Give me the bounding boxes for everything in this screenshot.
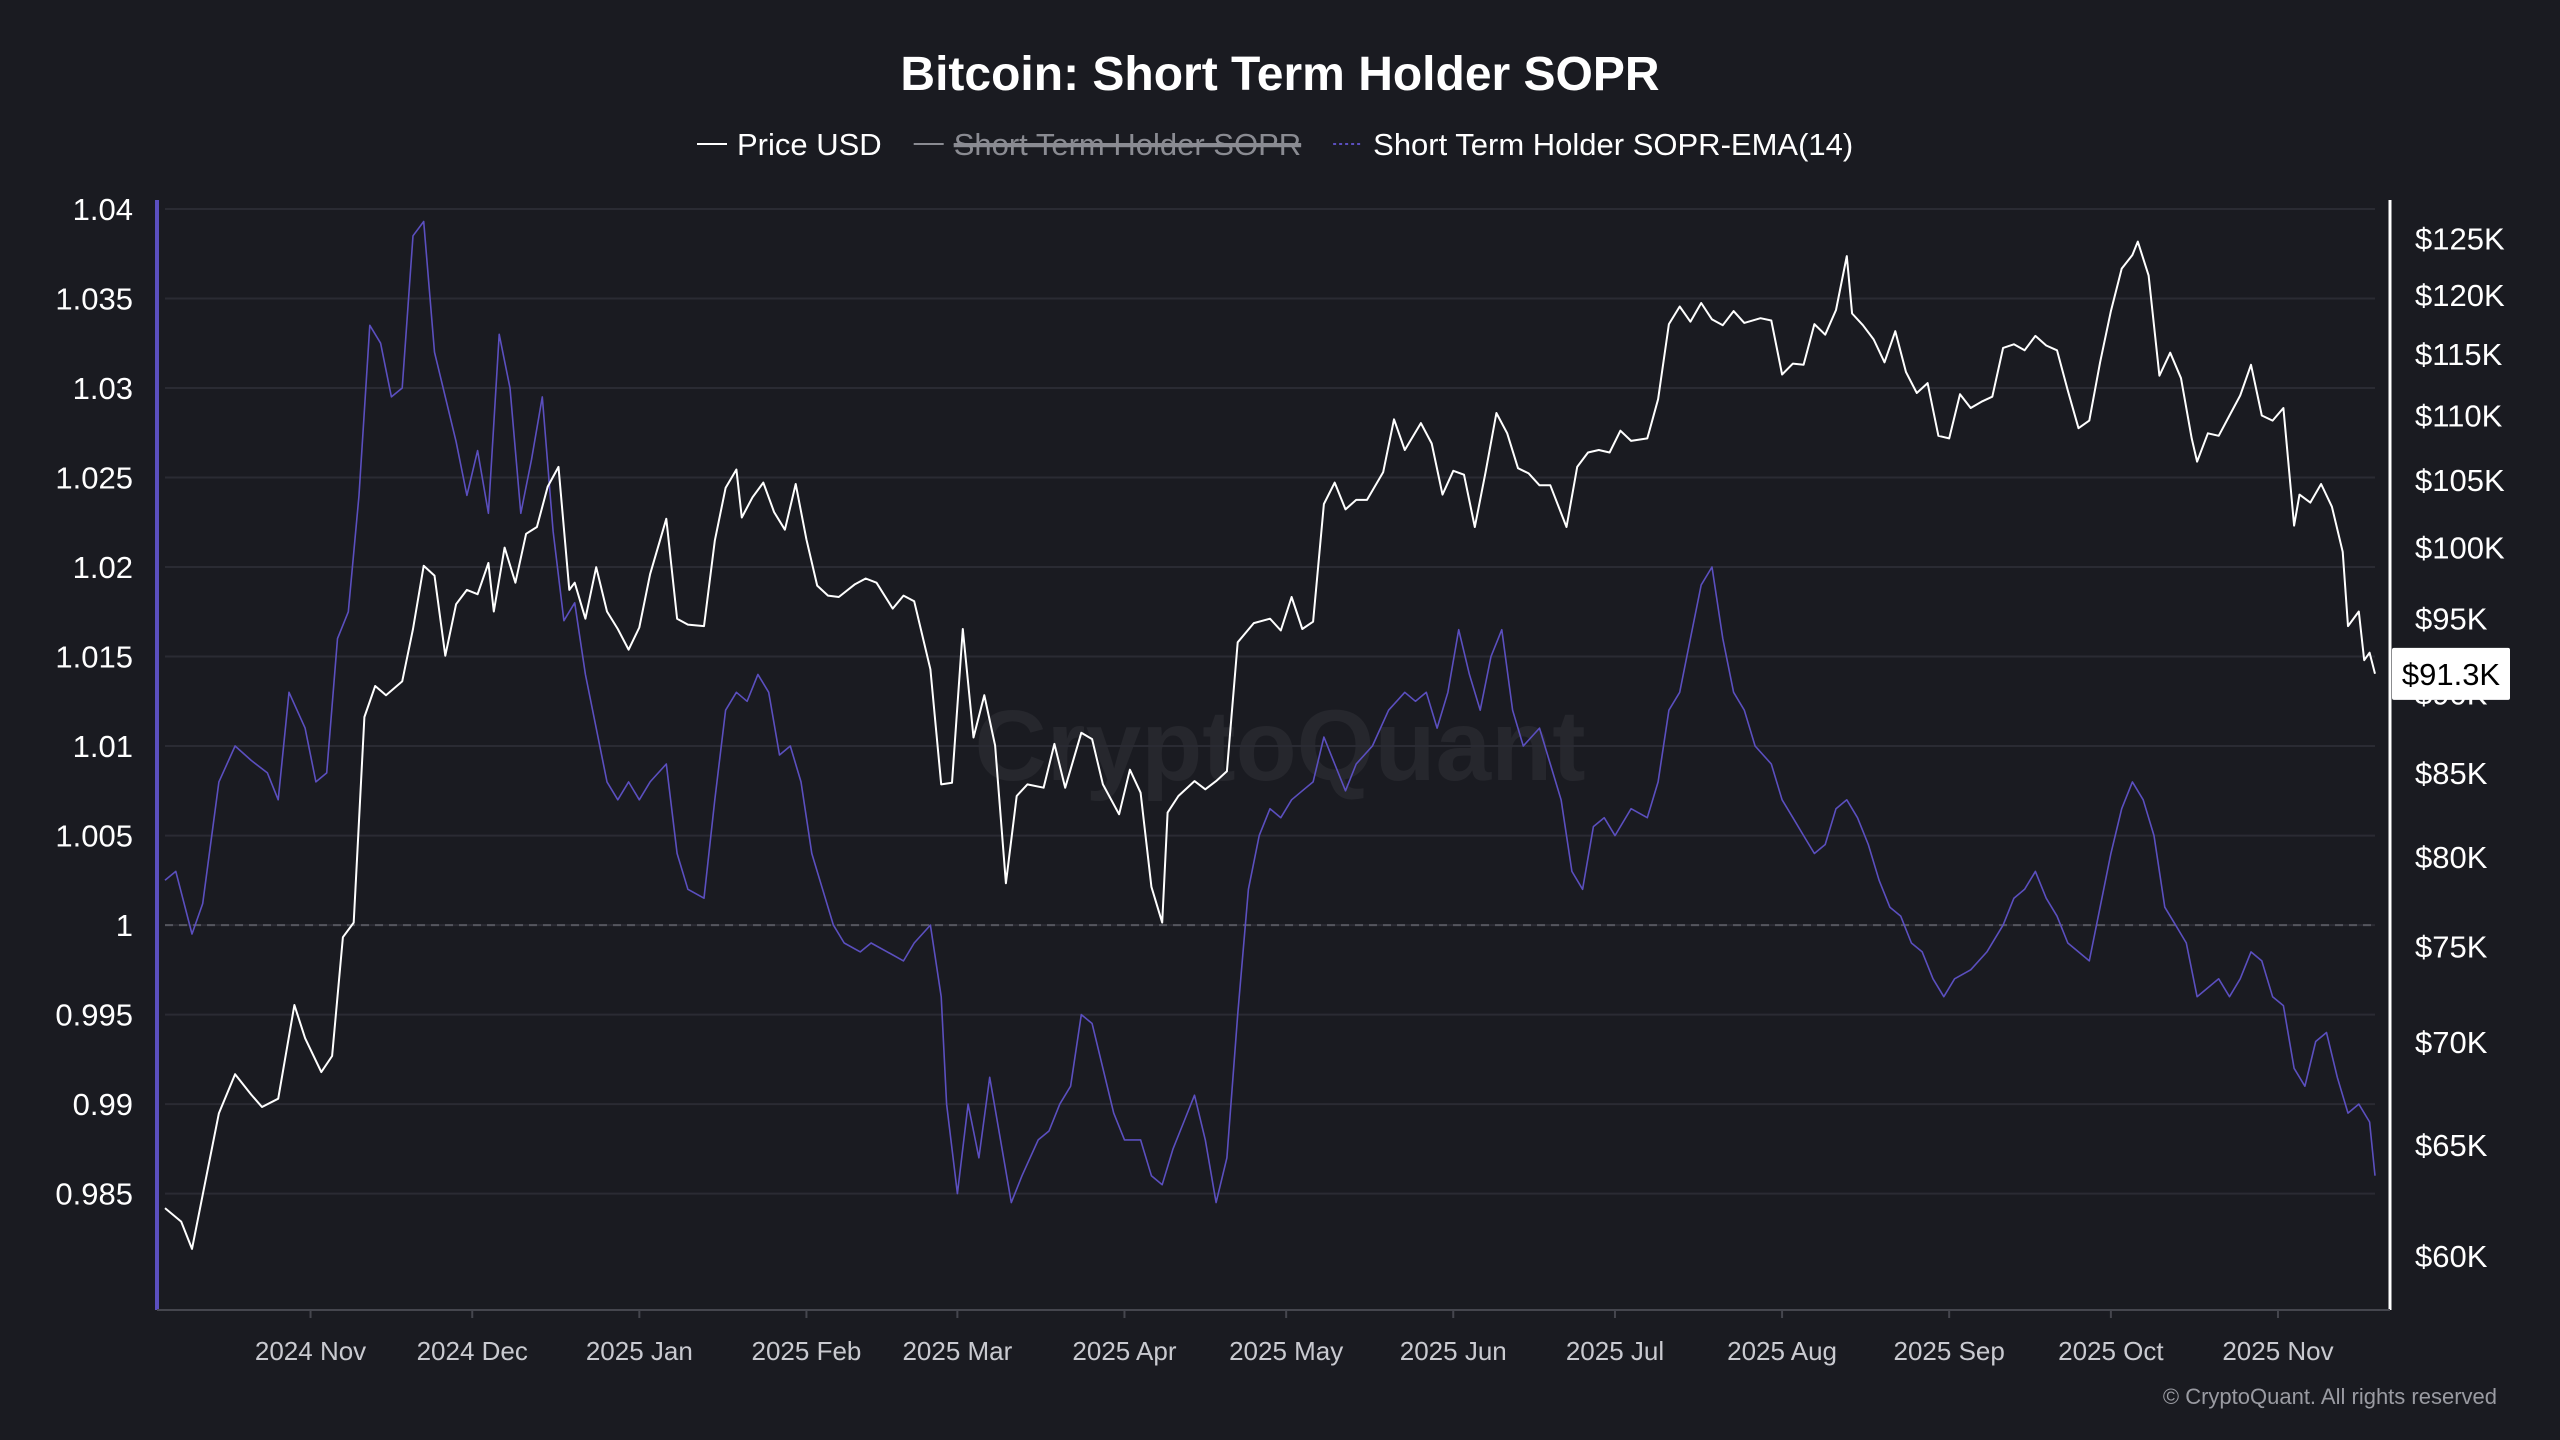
left-tick-label: 1.01 xyxy=(73,729,133,764)
x-tick-label: 2025 Oct xyxy=(2058,1336,2164,1366)
left-tick-label: 1.025 xyxy=(55,461,133,496)
right-tick-label: $80K xyxy=(2415,840,2488,875)
legend-label: Short Term Holder SOPR-EMA(14) xyxy=(1373,127,1853,162)
legend-item-2[interactable]: Short Term Holder SOPR-EMA(14) xyxy=(1333,127,1853,162)
x-tick-label: 2025 Sep xyxy=(1894,1336,2005,1366)
right-tick-label: $115K xyxy=(2415,337,2503,372)
price-usd-line xyxy=(164,240,2376,1250)
x-tick-label: 2025 Jan xyxy=(586,1336,693,1366)
left-tick-label: 1.005 xyxy=(55,819,133,854)
copyright-notice: © CryptoQuant. All rights reserved xyxy=(2163,1384,2497,1409)
right-tick-label: $95K xyxy=(2415,602,2488,637)
x-tick-label: 2025 Apr xyxy=(1072,1336,1176,1366)
x-tick-label: 2024 Dec xyxy=(417,1336,528,1366)
current-price-label: $91.3K xyxy=(2402,657,2501,692)
left-tick-label: 0.99 xyxy=(73,1087,133,1122)
x-tick-label: 2024 Nov xyxy=(255,1336,366,1366)
left-tick-label: 1.035 xyxy=(55,281,133,316)
left-tick-label: 1.02 xyxy=(73,550,133,585)
x-axis-ticks: 2024 Nov 2024 Dec 2025 Jan 2025 Feb 2025 Mar… xyxy=(255,1310,2334,1366)
x-tick-label: 2025 Nov xyxy=(2222,1336,2333,1366)
right-tick-label: $70K xyxy=(2415,1025,2488,1060)
sopr-ema14-line xyxy=(164,220,2376,1204)
right-tick-label: $105K xyxy=(2415,463,2505,498)
right-axis-ticks: $125K$120K$115K$110K$105K$100K$95K$90K$8… xyxy=(2415,221,2505,1274)
x-tick-label: 2025 Feb xyxy=(752,1336,862,1366)
gridlines xyxy=(165,207,2375,1195)
chart-title: Bitcoin: Short Term Holder SOPR xyxy=(900,48,1659,101)
right-tick-label: $110K xyxy=(2415,399,2503,434)
left-tick-label: 1.03 xyxy=(73,371,133,406)
legend: Price USD Short Term Holder SOPR Short Ter… xyxy=(697,127,1853,162)
x-tick-label: 2025 Jul xyxy=(1566,1336,1664,1366)
right-tick-label: $120K xyxy=(2415,278,2505,313)
left-tick-label: 0.985 xyxy=(55,1177,133,1212)
current-price-badge-bg xyxy=(2392,647,2510,700)
right-tick-label: $85K xyxy=(2415,756,2488,791)
left-tick-label: 0.995 xyxy=(55,998,133,1033)
legend-item-0[interactable]: Price USD xyxy=(697,127,882,162)
left-tick-label: 1 xyxy=(116,908,133,943)
left-tick-label: 1.04 xyxy=(73,192,133,227)
left-axis-ticks: 1.04 1.035 1.03 1.025 1.02 1.015 1.01 1.005 1 0.9… xyxy=(55,192,133,1212)
x-tick-label: 2025 Aug xyxy=(1727,1336,1837,1366)
series-layer xyxy=(164,220,2376,1250)
legend-label: Price USD xyxy=(737,127,882,162)
right-tick-label: $125K xyxy=(2415,221,2505,256)
axes xyxy=(155,200,2392,1311)
left-tick-label: 1.015 xyxy=(55,640,133,675)
right-tick-label: $100K xyxy=(2415,531,2505,566)
x-tick-label: 2025 Mar xyxy=(902,1336,1012,1366)
x-tick-label: 2025 May xyxy=(1229,1336,1343,1366)
right-tick-label: $75K xyxy=(2415,929,2488,964)
x-tick-label: 2025 Jun xyxy=(1400,1336,1507,1366)
right-tick-label: $60K xyxy=(2415,1239,2488,1274)
legend-item-1[interactable]: Short Term Holder SOPR xyxy=(913,127,1302,162)
right-tick-label: $65K xyxy=(2415,1128,2488,1163)
current-price-badge: $91.3K xyxy=(2392,647,2510,700)
